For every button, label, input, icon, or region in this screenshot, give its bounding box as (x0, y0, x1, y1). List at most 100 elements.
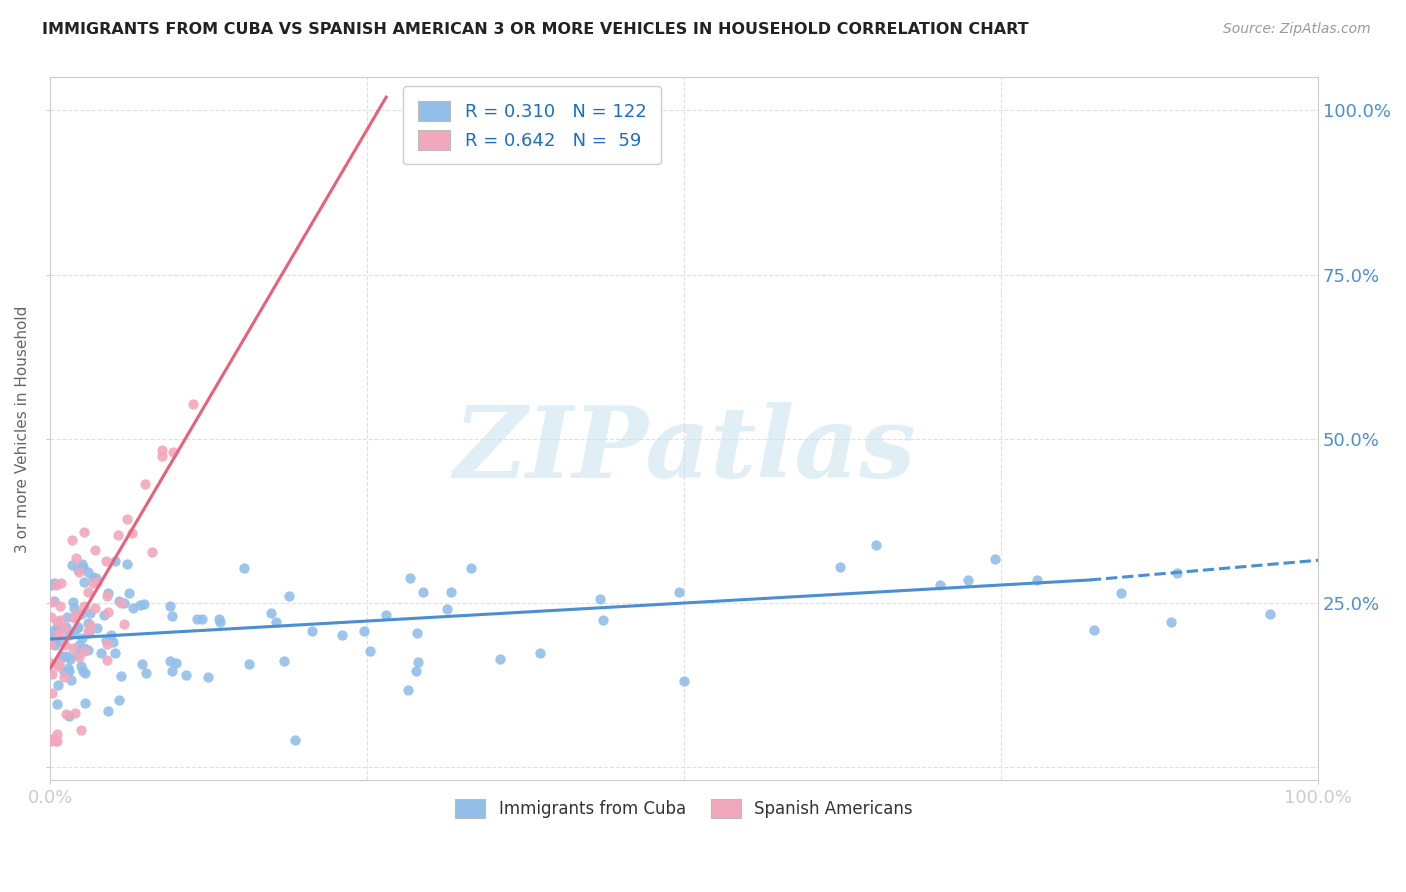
Point (110, 669, 132, 683)
Point (440, 585, 463, 599)
Point (107, 528, 129, 542)
Point (97, 704, 120, 718)
Point (41, 610, 63, 624)
Point (42, 576, 65, 591)
Point (67, 565, 90, 579)
Point (131, 657, 153, 671)
Point (283, 733, 305, 747)
Point (141, 545, 163, 559)
Point (84, 571, 107, 585)
Point (58, 628, 80, 642)
Point (82, 570, 104, 584)
Point (132, 597, 155, 611)
Point (58, 709, 80, 723)
Point (93, 608, 115, 623)
Point (63, 706, 86, 720)
Point (45, 734, 67, 748)
Point (44, 632, 66, 646)
Point (529, 647, 551, 661)
Point (48, 626, 70, 640)
Point (238, 657, 260, 671)
Point (208, 612, 231, 626)
Point (73, 643, 96, 657)
Point (41, 685, 63, 699)
Point (46, 620, 69, 634)
Point (405, 625, 427, 640)
Point (94, 554, 117, 568)
Point (488, 652, 510, 666)
Point (70, 723, 93, 738)
Point (59, 652, 82, 666)
Point (73, 575, 96, 590)
Point (107, 594, 129, 608)
Point (100, 628, 122, 642)
Y-axis label: 3 or more Vehicles in Household: 3 or more Vehicles in Household (15, 305, 30, 552)
Point (62, 641, 84, 656)
Point (62, 595, 84, 609)
Point (41, 734, 63, 748)
Point (86, 574, 108, 589)
Point (55, 619, 77, 633)
Point (76, 615, 98, 630)
Point (45, 734, 67, 748)
Point (70, 607, 93, 621)
Point (63, 625, 86, 640)
Point (115, 512, 138, 526)
Point (984, 551, 1007, 566)
Point (197, 669, 219, 683)
Point (96, 637, 118, 651)
Point (55, 707, 77, 722)
Point (103, 554, 125, 568)
Point (52, 621, 75, 635)
Point (76, 565, 98, 579)
Point (62, 609, 84, 624)
Point (96, 632, 118, 647)
Point (58, 664, 80, 678)
Point (112, 617, 135, 632)
Point (232, 560, 254, 574)
Point (110, 596, 132, 610)
Point (406, 655, 429, 669)
Point (260, 606, 283, 620)
Point (53, 638, 76, 652)
Point (191, 612, 214, 626)
Point (672, 673, 695, 688)
Point (70, 631, 93, 645)
Point (76, 643, 98, 657)
Point (48, 656, 70, 670)
Point (42, 594, 65, 608)
Point (41, 667, 63, 681)
Point (67, 638, 90, 652)
Point (79, 606, 101, 620)
Point (101, 635, 124, 649)
Point (53, 670, 76, 684)
Point (66, 563, 89, 577)
Point (301, 624, 323, 639)
Point (51, 634, 73, 648)
Point (45, 578, 67, 592)
Point (46, 659, 69, 673)
Point (49, 599, 72, 613)
Point (58, 661, 80, 675)
Point (49, 613, 72, 627)
Point (118, 586, 141, 600)
Point (62, 611, 84, 625)
Point (104, 646, 127, 660)
Point (60, 673, 83, 688)
Point (66, 607, 89, 621)
Point (929, 578, 952, 592)
Point (42, 635, 65, 649)
Point (865, 538, 887, 552)
Point (96, 589, 118, 603)
Point (108, 693, 131, 707)
Point (67, 620, 90, 634)
Point (73, 525, 96, 540)
Point (82, 575, 104, 590)
Point (67, 650, 90, 665)
Point (69, 659, 91, 673)
Point (69, 643, 91, 657)
Point (436, 601, 458, 615)
Point (41, 656, 63, 670)
Point (396, 683, 419, 698)
Point (52, 650, 75, 665)
